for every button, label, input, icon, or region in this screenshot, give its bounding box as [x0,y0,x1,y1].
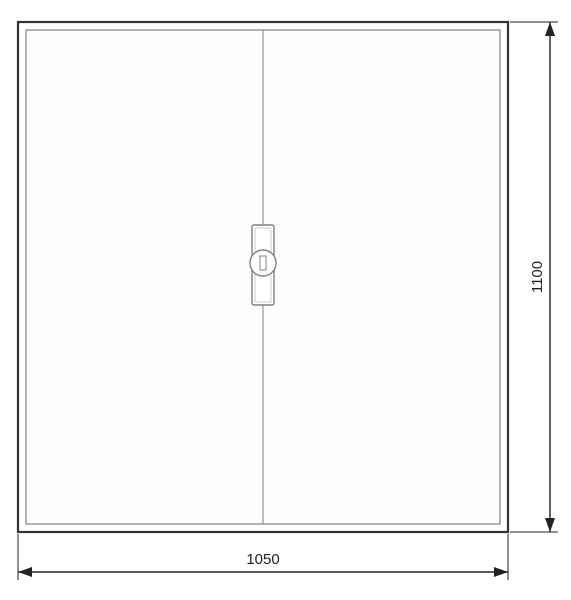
technical-drawing: 1050 1100 [0,0,571,600]
dimension-width-label: 1050 [246,551,279,568]
lock-knob-icon [250,250,276,276]
dimension-height-label: 1100 [529,261,546,293]
